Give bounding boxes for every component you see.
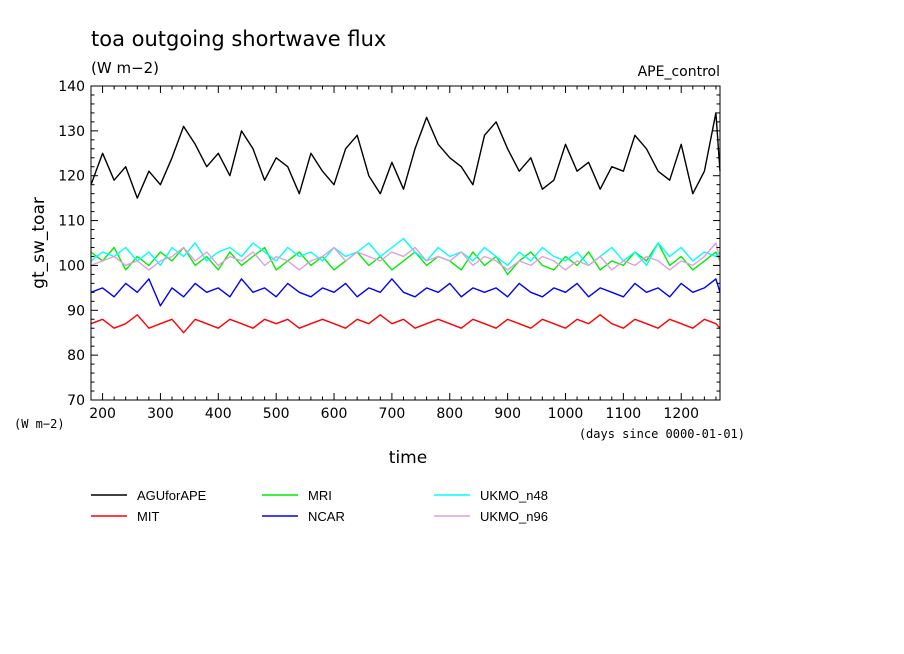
x-tick-label: 1200: [663, 406, 699, 422]
y-axis-units: (W m−2): [14, 417, 65, 431]
x-axis-units: (days since 0000-01-01): [579, 427, 745, 441]
legend-label-ncar: NCAR: [308, 509, 345, 524]
y-tick-label: 140: [58, 79, 85, 95]
run-label: APE_control: [638, 64, 720, 80]
y-tick-label: 70: [67, 393, 85, 409]
legend-label-ukmo_n48: UKMO_n48: [480, 488, 548, 503]
x-tick-label: 1100: [606, 406, 642, 422]
series-line-mit: [90, 314, 721, 334]
series-line-ukmo_n96: [90, 242, 721, 271]
series-line-aguforape: [90, 112, 721, 199]
legend: AGUforAPE MIT MRI NCAR UKMO_n48 UKMO_n96: [91, 488, 548, 524]
series-line-ncar: [90, 278, 721, 307]
x-tick-label: 400: [205, 406, 232, 422]
x-tick-label: 900: [494, 406, 521, 422]
y-tick-label: 110: [58, 214, 85, 230]
x-tick-label: 500: [263, 406, 290, 422]
chart-units: (W m−2): [91, 59, 159, 77]
x-tick-label: 600: [321, 406, 348, 422]
legend-label-aguforape: AGUforAPE: [137, 488, 207, 503]
y-axis-label: gt_sw_toar: [29, 197, 49, 289]
x-tick-label: 1000: [548, 406, 584, 422]
plot-series: [90, 112, 721, 334]
x-tick-label: 800: [436, 406, 463, 422]
legend-label-mit: MIT: [137, 509, 159, 524]
x-tick-label: 300: [147, 406, 174, 422]
series-line-mri: [90, 242, 721, 276]
x-tick-label: 200: [89, 406, 116, 422]
series-line-ukmo_n48: [90, 237, 721, 267]
plot-frame: [90, 85, 721, 401]
y-tick-label: 80: [67, 348, 85, 364]
legend-label-ukmo_n96: UKMO_n96: [480, 509, 548, 524]
x-axis-ticks: 200 300 400 500 600 700 800 900 1000 1100 1200: [89, 86, 717, 422]
y-tick-label: 100: [58, 258, 85, 274]
x-axis-label: time: [389, 448, 427, 468]
y-axis-ticks: 70 80 90 100 110 120 130 140: [58, 79, 720, 409]
y-tick-label: 90: [67, 303, 85, 319]
chart-title: toa outgoing shortwave flux: [91, 27, 386, 51]
x-tick-label: 700: [379, 406, 406, 422]
legend-label-mri: MRI: [308, 488, 332, 503]
y-tick-label: 120: [58, 169, 85, 185]
y-tick-label: 130: [58, 124, 85, 140]
